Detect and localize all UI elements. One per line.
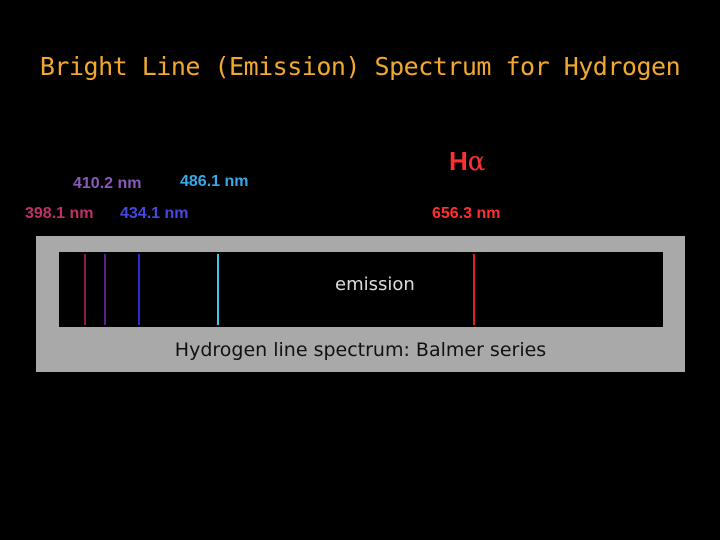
label-656nm: 656.3 nm — [432, 205, 501, 222]
h-alpha-label: Hα — [449, 146, 485, 177]
emission-label: emission — [335, 274, 415, 295]
label-486nm: 486.1 nm — [180, 173, 249, 190]
spectral-line-3 — [138, 254, 140, 325]
spectrum-panel: emission Hydrogen line spectrum: Balmer … — [36, 236, 685, 372]
emission-strip: emission — [59, 252, 663, 327]
label-398nm: 398.1 nm — [25, 205, 94, 222]
h-alpha-letter: H — [449, 146, 468, 176]
slide-title: Bright Line (Emission) Spectrum for Hydr… — [39, 52, 681, 81]
spectral-line-5 — [473, 254, 475, 325]
label-434nm: 434.1 nm — [120, 205, 189, 222]
spectral-line-1 — [84, 254, 86, 325]
h-alpha-greek: α — [467, 147, 486, 177]
spectral-line-4 — [217, 254, 219, 325]
spectral-line-2 — [104, 254, 106, 325]
spectrum-caption: Hydrogen line spectrum: Balmer series — [174, 339, 547, 361]
label-410nm: 410.2 nm — [73, 175, 142, 192]
